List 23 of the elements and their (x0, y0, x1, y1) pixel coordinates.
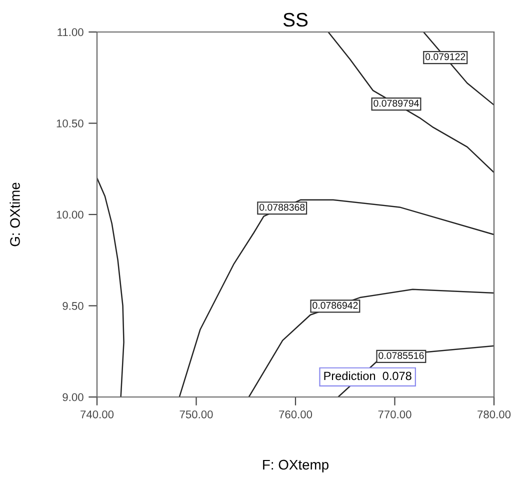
y-tick-label: 10.00 (56, 210, 84, 219)
x-tick-label: 770.00 (378, 410, 412, 418)
line-series (97, 177, 124, 397)
y-tick-label: 9.50 (62, 302, 84, 310)
y-axis-title: G: OXtime (10, 182, 20, 246)
series-label: 0.0789794 (374, 100, 419, 107)
line-series (178, 199, 494, 397)
x-tick-label: 780.00 (478, 410, 511, 418)
y-tick-label: 9.00 (62, 393, 84, 402)
series-label: 0.079122 (425, 53, 466, 60)
line-series (328, 32, 494, 174)
y-tick-label: 10.50 (56, 120, 84, 128)
annotation: Prediction 0.078 (324, 371, 412, 380)
series-label: 0.0785516 (378, 352, 424, 360)
x-tick-label: 760.00 (279, 410, 312, 418)
x-axis-title: F: OXtemp (263, 460, 328, 472)
series-label: 0.0788368 (260, 204, 305, 211)
y-tick-label: 11.00 (58, 28, 84, 36)
x-tick-label: 740.00 (80, 410, 114, 418)
chart-title: SS (283, 12, 308, 27)
series-label: 0.0786942 (312, 302, 358, 309)
line-series (248, 288, 494, 397)
x-tick-label: 750.00 (180, 410, 213, 418)
